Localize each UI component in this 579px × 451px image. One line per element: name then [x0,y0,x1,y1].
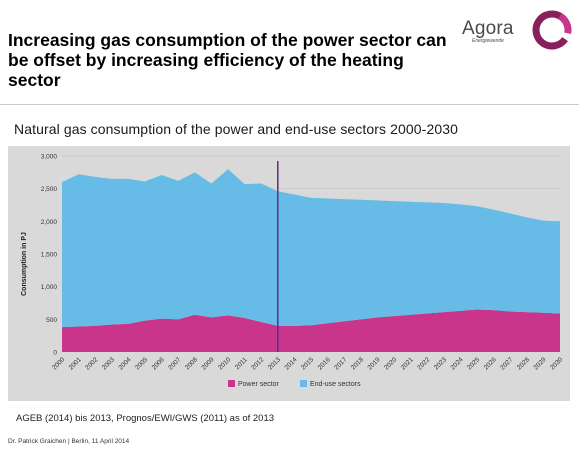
chart-subtitle: Natural gas consumption of the power and… [14,121,458,137]
area-series-1 [62,169,560,328]
agora-logo-icon [532,10,572,50]
footer-note: Dr. Patrick Graichen | Berlin, 11 April … [8,438,130,445]
legend-swatch-0 [228,380,235,387]
chart-areas [62,169,560,352]
logo-subtitle: Energiewende [472,38,504,44]
y-tick-label: 2,500 [41,186,58,193]
area-series-0 [62,309,560,352]
y-tick-label: 1,000 [41,284,58,291]
page-title: Increasing gas consumption of the power … [8,30,447,90]
legend-swatch-1 [300,380,307,387]
logo-name: Agora [462,18,514,39]
source-note: AGEB (2014) bis 2013, Prognos/EWI/GWS (2… [16,413,275,424]
legend-label-1: End-use sectors [310,381,361,388]
y-tick-label: 500 [46,317,57,324]
legend-label-0: Power sector [238,381,280,388]
chart-legend: Power sector End-use sectors [228,380,361,388]
header-divider [0,104,579,105]
y-tick-label: 1,500 [41,252,58,259]
y-axis-label: Consumption in PJ [21,232,28,296]
y-axis-ticks: 0 500 1,000 1,500 2,000 2,500 3,000 [41,154,58,357]
y-tick-label: 2,000 [41,219,58,226]
y-tick-label: 3,000 [41,154,58,161]
y-tick-label: 0 [53,350,57,357]
